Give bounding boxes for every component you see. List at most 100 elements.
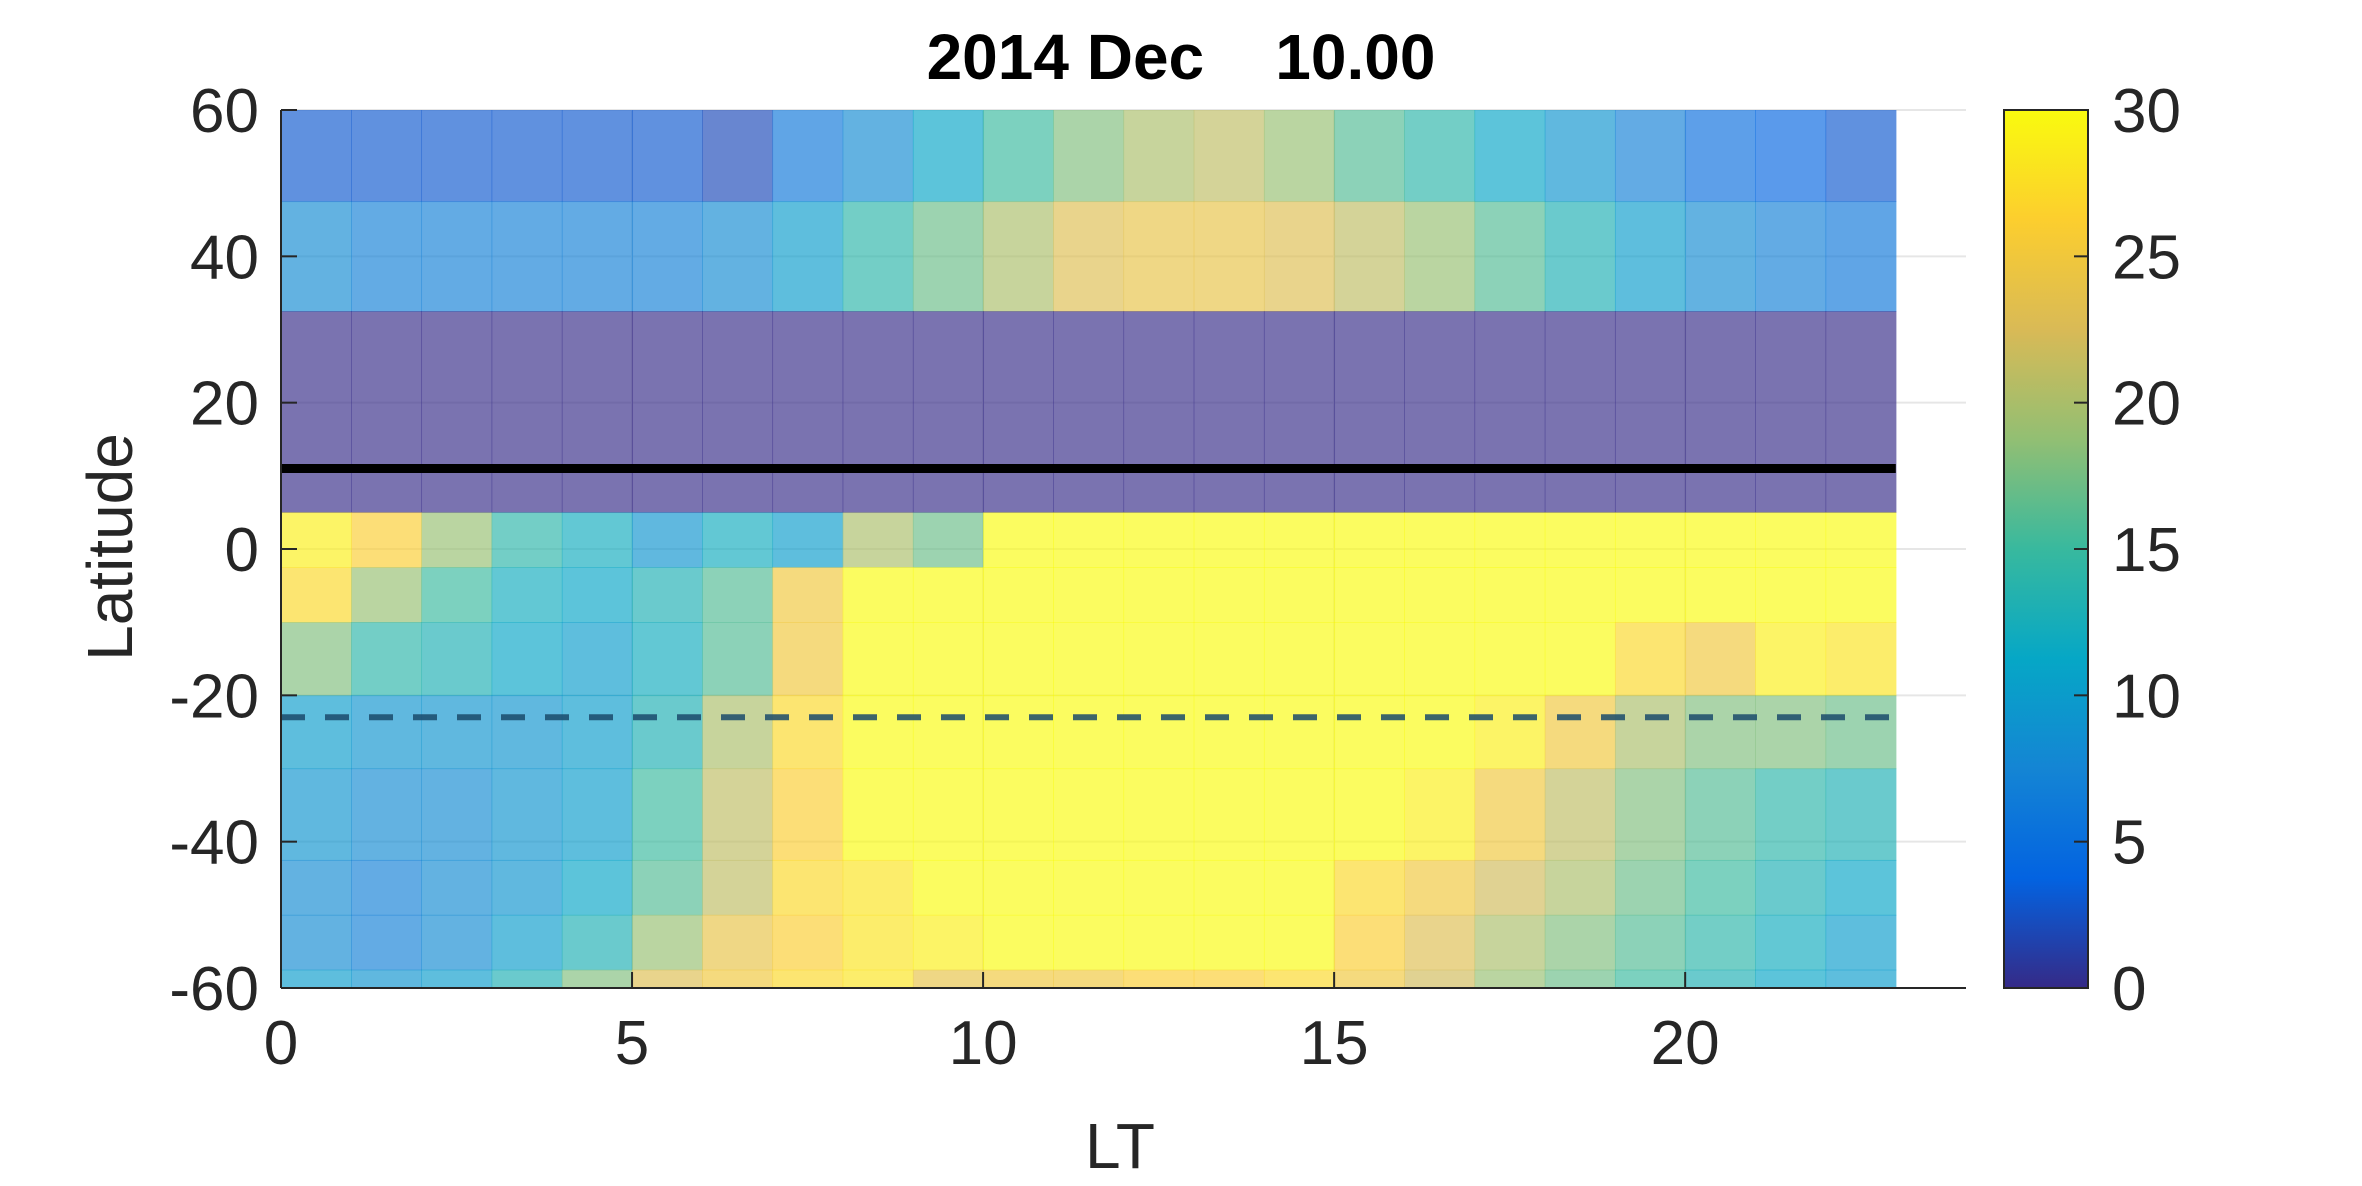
- y-axis-label: Latitude: [74, 433, 146, 661]
- x-tick-label: 0: [264, 1009, 298, 1078]
- heatmap-cell: [772, 768, 844, 861]
- heatmap-cell: [1193, 914, 1265, 971]
- heatmap-cell: [421, 768, 493, 861]
- heatmap-cell: [1193, 859, 1265, 916]
- heatmap-cell: [1614, 311, 1686, 514]
- heatmap-cell: [281, 567, 352, 623]
- heatmap-cell: [1755, 695, 1827, 770]
- heatmap-cell: [491, 622, 563, 696]
- heatmap-cell: [1123, 768, 1195, 861]
- heatmap-cell: [1825, 768, 1897, 861]
- y-tick-label: 40: [190, 223, 259, 292]
- heatmap-cell: [351, 110, 423, 203]
- heatmap-cell: [1614, 969, 1686, 989]
- heatmap-cell: [632, 567, 703, 623]
- y-tick-label: 0: [225, 516, 259, 585]
- heatmap-cell: [1404, 622, 1476, 696]
- heatmap-cell: [351, 859, 423, 916]
- heatmap-cell: [351, 311, 423, 514]
- heatmap-cell: [1193, 969, 1265, 989]
- heatmap-cell: [842, 914, 914, 971]
- heatmap-cell: [491, 201, 563, 312]
- heatmap-cell: [912, 695, 984, 770]
- heatmap-cell: [632, 512, 703, 568]
- heatmap-cell: [1614, 567, 1686, 623]
- colorbar-tick-label: 15: [2112, 516, 2181, 585]
- heatmap-cell: [1263, 768, 1335, 861]
- heatmap-cell: [1474, 768, 1546, 861]
- heatmap-cell: [491, 768, 563, 861]
- y-tick-label: -40: [169, 809, 259, 878]
- x-tick-label: 20: [1651, 1009, 1720, 1078]
- heatmap-cell: [281, 914, 352, 971]
- heatmap-cell: [1755, 311, 1827, 514]
- x-tick-label: 10: [949, 1009, 1018, 1078]
- heatmap-cell: [1053, 622, 1125, 696]
- heatmap-cell: [491, 311, 563, 514]
- heatmap-cell: [983, 201, 1054, 312]
- heatmap-cell: [912, 969, 984, 989]
- heatmap-cell: [1053, 969, 1125, 989]
- heatmap-cell: [772, 311, 844, 514]
- heatmap-cell: [1825, 914, 1897, 971]
- heatmap-cell: [1614, 768, 1686, 861]
- x-axis-label: LT: [1085, 1110, 1155, 1181]
- heatmap-cell: [1614, 914, 1686, 971]
- heatmap-cell: [1193, 695, 1265, 770]
- heatmap-cell: [1263, 110, 1335, 203]
- heatmap-cell: [772, 622, 844, 696]
- colorbar-tick-label: 0: [2112, 955, 2146, 1024]
- heatmap-cell: [1193, 622, 1265, 696]
- heatmap-cell: [1825, 110, 1897, 203]
- heatmap-cell: [702, 969, 774, 989]
- heatmap-cell: [1755, 914, 1827, 971]
- heatmap-cell: [561, 859, 633, 916]
- heatmap-cell: [772, 110, 844, 203]
- heatmap-cell: [1123, 110, 1195, 203]
- heatmap-cell: [1334, 969, 1405, 989]
- heatmap-cell: [351, 969, 423, 989]
- heatmap-cell: [632, 914, 703, 971]
- heatmap-cell: [1334, 201, 1405, 312]
- heatmap-cell: [1685, 914, 1756, 971]
- colorbar-tick-label: 25: [2112, 223, 2181, 292]
- heatmap-cell: [1053, 695, 1125, 770]
- heatmap-cell: [983, 512, 1054, 568]
- heatmap-cell: [702, 768, 774, 861]
- heatmap-cell: [351, 567, 423, 623]
- heatmap-cell: [1825, 859, 1897, 916]
- heatmap-cell: [912, 567, 984, 623]
- heatmap-cell: [1474, 622, 1546, 696]
- heatmap-cell: [1263, 512, 1335, 568]
- heatmap-cell: [1685, 768, 1756, 861]
- heatmap-cell: [632, 110, 703, 203]
- heatmap-cell: [983, 969, 1054, 989]
- heatmap-cell: [912, 622, 984, 696]
- heatmap-cell: [1193, 768, 1265, 861]
- heatmap-cell: [421, 695, 493, 770]
- heatmap-cell: [1544, 695, 1616, 770]
- heatmap-cell: [281, 311, 352, 514]
- heatmap-cell: [1123, 567, 1195, 623]
- heatmap-cell: [842, 768, 914, 861]
- heatmap-cell: [912, 311, 984, 514]
- heatmap-cell: [702, 567, 774, 623]
- heatmap-cell: [561, 768, 633, 861]
- x-tick-label: 5: [615, 1009, 649, 1078]
- heatmap-cell: [351, 914, 423, 971]
- heatmap-cell: [632, 622, 703, 696]
- axes: 0 5 10 15 20 -60 -40 -20 0 20 40 60: [169, 77, 1966, 1078]
- heatmap-cell: [1614, 859, 1686, 916]
- heatmap-cell: [1263, 622, 1335, 696]
- heatmap-cell: [1755, 567, 1827, 623]
- heatmap-cell: [702, 695, 774, 770]
- heatmap-cell: [983, 859, 1054, 916]
- heatmap-cell: [1193, 567, 1265, 623]
- heatmap-cell: [281, 768, 352, 861]
- heatmap-cell: [1404, 969, 1476, 989]
- heatmap-cell: [912, 512, 984, 568]
- heatmap-cell: [702, 201, 774, 312]
- heatmap-cell: [702, 859, 774, 916]
